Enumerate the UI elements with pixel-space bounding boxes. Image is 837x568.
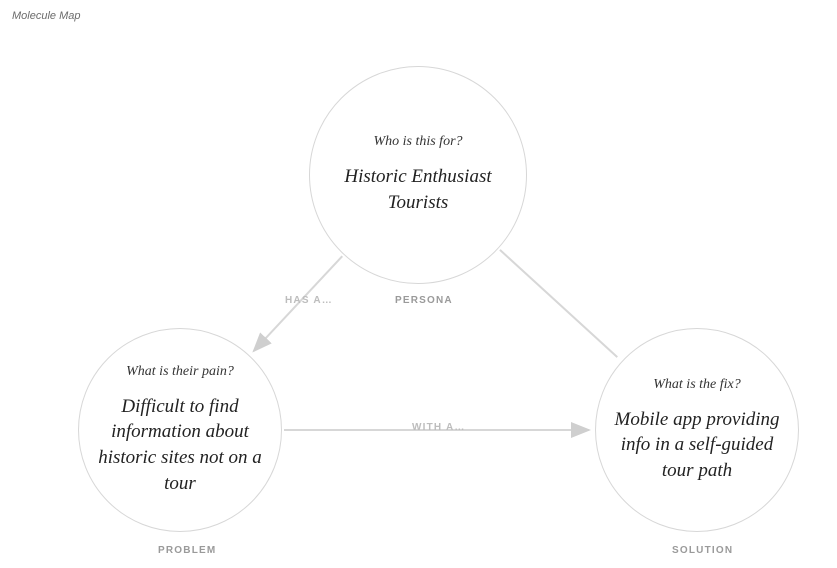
problem-answer: Difficult to find information about hist… <box>97 394 263 497</box>
edge-label-with-a: WITH A… <box>412 422 466 433</box>
edge-label-has-a: HAS A… <box>285 295 333 306</box>
persona-label: PERSONA <box>395 295 453 306</box>
problem-label: PROBLEM <box>158 545 216 556</box>
solution-question: What is the fix? <box>653 377 741 393</box>
solution-node: What is the fix? Mobile app providing in… <box>595 328 799 532</box>
diagram-title: Molecule Map <box>12 10 80 22</box>
solution-answer: Mobile app providing info in a self-guid… <box>614 407 780 484</box>
molecule-map-canvas: Molecule Map Who is this for? Historic E… <box>0 0 837 568</box>
persona-answer: Historic Enthusiast Tourists <box>328 164 508 215</box>
solution-label: SOLUTION <box>672 545 733 556</box>
persona-node: Who is this for? Historic Enthusiast Tou… <box>309 66 527 284</box>
persona-question: Who is this for? <box>373 134 462 150</box>
problem-node: What is their pain? Difficult to find in… <box>78 328 282 532</box>
problem-question: What is their pain? <box>126 364 234 380</box>
